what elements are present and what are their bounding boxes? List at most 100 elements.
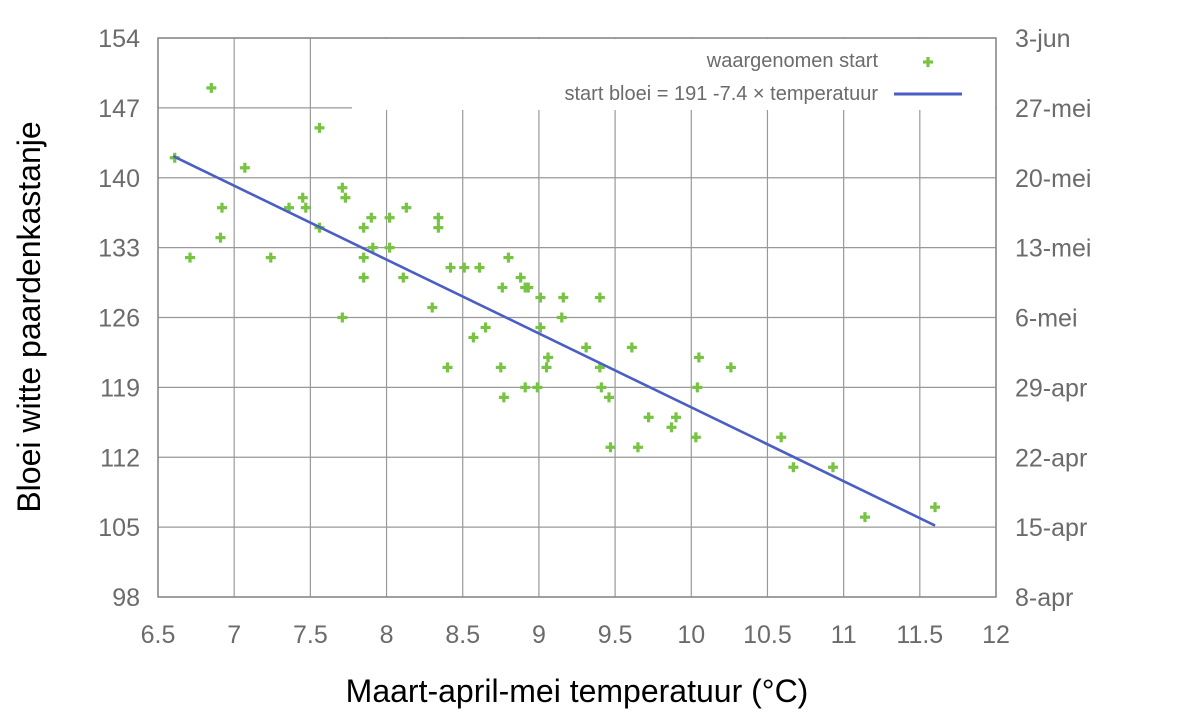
data-point — [433, 212, 444, 223]
data-point — [605, 442, 616, 453]
data-point — [215, 232, 226, 243]
data-point — [433, 222, 444, 233]
data-point — [401, 202, 412, 213]
y-tick-label: 98 — [112, 584, 140, 612]
data-point — [671, 412, 682, 423]
data-point — [556, 312, 567, 323]
data-point — [474, 262, 485, 273]
data-point — [427, 302, 438, 313]
x-tick-label: 12 — [982, 621, 1010, 649]
data-point — [366, 212, 377, 223]
data-point — [827, 462, 838, 473]
y-axis-label: Bloei witte paardenkastanje — [11, 121, 47, 512]
legend-label-fit: start bloei = 191 -7.4 × temperatuur — [564, 83, 878, 105]
data-point — [445, 262, 456, 273]
data-point — [594, 292, 605, 303]
data-point — [776, 432, 787, 443]
data-point — [206, 82, 217, 93]
y2-tick-label: 8-apr — [1015, 584, 1073, 612]
data-point — [384, 212, 395, 223]
data-point — [788, 462, 799, 473]
data-point — [480, 322, 491, 333]
y2-tick-label: 29-apr — [1015, 374, 1087, 402]
y-tick-label: 119 — [100, 374, 140, 402]
x-tick-label: 8.5 — [445, 621, 480, 649]
x-tick-label: 9 — [532, 621, 546, 649]
legend-label-observed: waargenomen start — [706, 50, 879, 72]
data-point — [442, 362, 453, 373]
data-point — [358, 272, 369, 283]
data-point — [265, 252, 276, 263]
y2-tick-label: 20-mei — [1015, 165, 1091, 193]
x-tick-label: 11.5 — [896, 621, 943, 649]
data-point — [693, 352, 704, 363]
data-point — [337, 182, 348, 193]
y2-tick-label: 27-mei — [1015, 95, 1091, 123]
data-point — [930, 502, 941, 513]
y2-tick-label: 3-jun — [1015, 25, 1071, 53]
x-tick-label: 9.5 — [598, 621, 633, 649]
grid — [157, 37, 997, 598]
x-tick-label: 8 — [380, 621, 394, 649]
legend-background — [352, 39, 995, 110]
data-point — [626, 342, 637, 353]
x-tick-label: 10 — [677, 621, 705, 649]
y2-tick-label: 6-mei — [1015, 305, 1078, 333]
x-axis-label: Maart-april-mei temperatuur (°C) — [346, 673, 809, 709]
x-tick-label: 7 — [227, 621, 241, 649]
data-point — [384, 242, 395, 253]
data-point — [535, 292, 546, 303]
data-point — [581, 342, 592, 353]
data-point — [725, 362, 736, 373]
y-tick-label: 140 — [98, 165, 140, 193]
data-point — [515, 272, 526, 283]
data-point — [859, 512, 870, 523]
data-point — [643, 412, 654, 423]
data-point — [692, 382, 703, 393]
y-tick-label: 154 — [98, 25, 140, 53]
data-point — [632, 442, 643, 453]
data-point — [541, 362, 552, 373]
data-point — [543, 352, 554, 363]
legend: waargenomen start start bloei = 191 -7.4… — [564, 50, 962, 105]
regression-line — [172, 155, 936, 527]
y-tick-label: 112 — [100, 444, 140, 472]
data-point — [558, 292, 569, 303]
data-point — [314, 122, 325, 133]
data-point — [398, 272, 409, 283]
data-point — [459, 262, 470, 273]
y2-tick-label: 13-mei — [1015, 235, 1091, 263]
data-point — [239, 162, 250, 173]
data-point — [535, 322, 546, 333]
data-point — [690, 432, 701, 443]
data-point — [532, 382, 543, 393]
x-tick-label: 6.5 — [141, 621, 176, 649]
data-point — [498, 392, 509, 403]
data-point — [216, 202, 227, 213]
data-point — [495, 362, 506, 373]
data-point — [337, 312, 348, 323]
data-point — [503, 252, 514, 263]
data-point — [497, 282, 508, 293]
data-point — [520, 382, 531, 393]
x-tick-label: 7.5 — [293, 621, 328, 649]
data-point — [297, 192, 308, 203]
y2-tick-label: 22-apr — [1015, 444, 1087, 472]
data-point — [367, 242, 378, 253]
y-tick-label: 105 — [98, 514, 140, 542]
y2-tick-label: 15-apr — [1015, 514, 1087, 542]
data-point — [596, 382, 607, 393]
y-tick-label: 147 — [98, 95, 140, 123]
y-tick-label: 133 — [98, 235, 140, 263]
data-point — [358, 252, 369, 263]
data-point — [468, 332, 479, 343]
data-point — [603, 392, 614, 403]
data-point — [523, 282, 534, 293]
x-tick-label: 11 — [831, 621, 857, 649]
x-tick-label: 10.5 — [743, 621, 792, 649]
plot-frame — [157, 37, 997, 598]
y-tick-label: 126 — [98, 305, 140, 333]
legend-point-marker — [923, 57, 933, 67]
data-point — [300, 202, 311, 213]
